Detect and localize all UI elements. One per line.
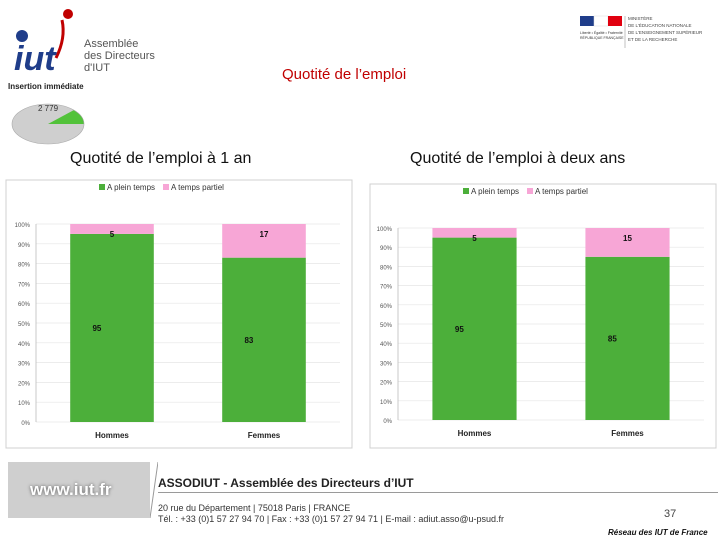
ministry-line: DE L'ENSEIGNEMENT SUPÉRIEUR <box>628 29 703 35</box>
bar-segment <box>222 257 306 422</box>
y-tick-label: 80% <box>380 265 393 271</box>
bar-segment <box>70 233 154 422</box>
data-label: 5 <box>472 234 477 243</box>
y-tick-label: 10% <box>18 401 31 407</box>
y-tick-label: 50% <box>18 322 31 328</box>
y-tick-label: 80% <box>18 263 31 269</box>
footer-title: ASSODIUT - Assemblée des Directeurs d’IU… <box>158 476 414 490</box>
y-tick-label: 40% <box>380 342 393 348</box>
network-label: Réseau des IUT de France <box>608 528 708 537</box>
x-tick-label: Femmes <box>611 429 644 438</box>
chart-frame <box>5 179 353 449</box>
footer-url-box <box>8 462 150 518</box>
logo-line: d'IUT <box>84 62 110 74</box>
legend-label: A plein temps <box>471 187 519 196</box>
footer-separator <box>150 462 158 518</box>
chart-quotite-1an: A plein temps A temps partiel 0% 10% 20% 30% 4… <box>5 179 353 449</box>
ministry-line: MINISTÈRE <box>628 15 653 21</box>
footer-address: 20 rue du Département | 75018 Paris | FR… <box>158 503 504 525</box>
logo-red-dot <box>63 9 73 19</box>
data-label: 83 <box>244 336 253 345</box>
logo-blue-dot <box>16 30 28 42</box>
x-tick-label: Hommes <box>95 431 129 440</box>
data-label: 95 <box>92 324 101 333</box>
y-tick-label: 70% <box>18 282 31 288</box>
ministry-logo: Liberté • Égalité • Fraternité RÉPUBLIQU… <box>580 15 703 48</box>
legend-label: A temps partiel <box>535 187 588 196</box>
data-label: 5 <box>110 230 115 239</box>
bar-segment <box>585 228 670 257</box>
chart-subtitle-1an: Quotité de l’emploi à 1 an <box>70 150 252 167</box>
legend-swatch <box>527 188 533 194</box>
footer-divider <box>158 492 718 493</box>
iut-logo: iut <box>14 9 73 78</box>
y-tick-label: 90% <box>380 246 393 252</box>
svg-text:iut: iut <box>14 40 57 78</box>
y-tick-label: 100% <box>15 223 31 229</box>
bar-segment <box>70 224 154 234</box>
y-tick-label: 60% <box>380 304 393 310</box>
legend-swatch <box>99 184 105 190</box>
logo-line: des Directeurs <box>84 50 155 62</box>
svg-text:Liberté • Égalité • Fraternité: Liberté • Égalité • Fraternité <box>580 30 623 35</box>
legend-swatch <box>163 184 169 190</box>
y-tick-label: 40% <box>18 342 31 348</box>
pie-graphic <box>11 103 85 145</box>
bar-segment <box>222 224 306 258</box>
chart-frame <box>369 183 717 449</box>
chart-subtitle-2ans: Quotité de l’emploi à deux ans <box>410 150 626 167</box>
footer-address-line: 20 rue du Département | 75018 Paris | FR… <box>158 503 351 513</box>
legend-label: A temps partiel <box>171 183 224 192</box>
data-label: 95 <box>455 325 464 334</box>
y-tick-label: 20% <box>380 381 393 387</box>
bar-segment <box>432 228 517 238</box>
logo-text: Assemblée des Directeurs d'IUT <box>84 38 155 74</box>
y-tick-label: 100% <box>377 227 393 233</box>
pie-label: 2 779 <box>38 104 59 113</box>
y-tick-label: 90% <box>18 243 31 249</box>
y-tick-label: 0% <box>21 421 30 427</box>
chart-quotite-2ans: A plein temps A temps partiel 0% 10% 20% 30% 4… <box>369 183 717 449</box>
svg-text:RÉPUBLIQUE FRANÇAISE: RÉPUBLIQUE FRANÇAISE <box>580 35 624 40</box>
page-title: Quotité de l’emploi <box>282 66 407 83</box>
bar-segment <box>432 237 517 420</box>
ministry-line: ET DE LA RECHERCHE <box>628 37 677 42</box>
logo-subtitle: Insertion immédiate <box>8 82 84 91</box>
y-tick-label: 20% <box>18 381 31 387</box>
logo-line: Assemblée <box>84 38 139 50</box>
legend-swatch <box>463 188 469 194</box>
ministry-line: DE L'ÉDUCATION NATIONALE <box>628 22 691 28</box>
data-label: 15 <box>623 234 632 243</box>
footer-url[interactable]: www.iut.fr <box>30 480 112 499</box>
footer-address-line: Tél. : +33 (0)1 57 27 94 70 | Fax : +33 … <box>158 514 505 524</box>
y-tick-label: 0% <box>383 419 392 425</box>
y-tick-label: 30% <box>18 362 31 368</box>
y-tick-label: 60% <box>18 302 31 308</box>
y-tick-label: 70% <box>380 285 393 291</box>
data-label: 85 <box>608 334 617 343</box>
y-tick-label: 10% <box>380 400 393 406</box>
legend-label: A plein temps <box>107 183 155 192</box>
x-tick-label: Femmes <box>248 431 281 440</box>
x-tick-label: Hommes <box>458 429 492 438</box>
y-tick-label: 30% <box>380 361 393 367</box>
data-label: 17 <box>260 230 269 239</box>
page-number: 37 <box>664 508 677 520</box>
bar-segment <box>585 256 670 420</box>
y-tick-label: 50% <box>380 323 393 329</box>
